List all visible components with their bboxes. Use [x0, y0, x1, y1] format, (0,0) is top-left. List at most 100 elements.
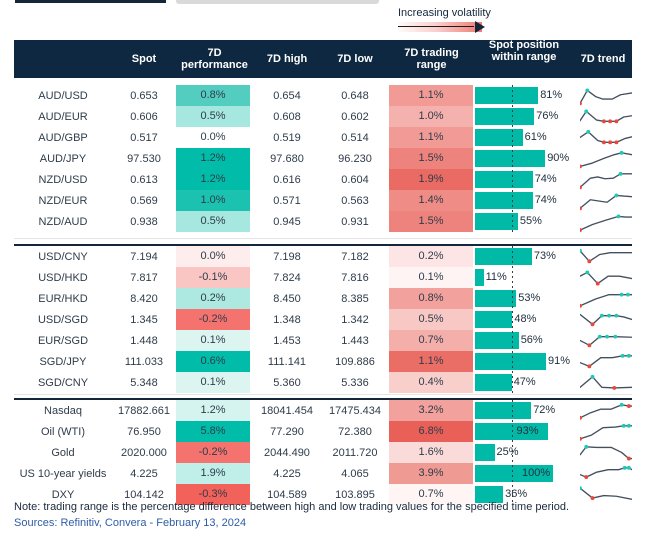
- trend-cell: [574, 247, 632, 267]
- performance-cell: 0.8%: [176, 85, 253, 106]
- spot-position-bar: [475, 465, 553, 482]
- table-header-row: Spot 7D performance 7D high 7D low 7D tradin…: [14, 39, 632, 78]
- spot-position-label: 76%: [536, 110, 559, 122]
- spot-value: 97.530: [127, 152, 161, 165]
- performance-cell: 0.0%: [176, 127, 253, 148]
- trading-range-value: 1.4%: [389, 190, 473, 211]
- spot-position-cell: 11%: [474, 267, 574, 288]
- trend-low-dot: [601, 118, 606, 123]
- spot-value: 1.448: [130, 334, 158, 347]
- spot-value: 5.348: [130, 376, 158, 389]
- column-header-7d-trend: 7D trend: [580, 53, 626, 65]
- trend-low-dot: [626, 456, 631, 461]
- fx-table: Spot 7D performance 7D high 7D low 7D tradin…: [14, 39, 632, 505]
- performance-cell: -0.1%: [176, 267, 253, 288]
- trend-high-dot: [613, 334, 618, 339]
- trading-range-cell: 1.1%: [389, 85, 474, 106]
- trend-sparkline: [580, 423, 632, 441]
- group-divider: [14, 393, 632, 400]
- trend-high-dot: [616, 213, 621, 218]
- low-value: 0.648: [341, 89, 369, 102]
- trading-range-value: 0.5%: [389, 309, 473, 330]
- trend-high-dot: [586, 129, 591, 134]
- high-value: 2044.490: [264, 446, 310, 459]
- low-value: 0.931: [341, 215, 369, 228]
- trend-cell: [574, 401, 632, 421]
- trading-range-cell: 1.4%: [389, 190, 474, 211]
- trend-cell: [574, 352, 632, 372]
- spot-position-bar: [475, 108, 535, 125]
- trend-high-dot: [584, 444, 589, 449]
- performance-value: 1.2%: [176, 148, 250, 169]
- spot-position-cell: 48%: [474, 309, 574, 330]
- column-header-instrument: [14, 40, 112, 78]
- trading-range-value: 6.8%: [389, 421, 473, 442]
- spot-value: 0.517: [130, 131, 158, 144]
- table-row: USD/CNY 7.194 0.0% 7.198 7.182 0.2% 73%: [14, 246, 632, 267]
- low-value: 7.182: [341, 250, 369, 263]
- row-label: USD/SGD: [37, 313, 89, 326]
- trend-low-dot: [626, 403, 631, 408]
- trend-low-dot: [608, 139, 613, 144]
- spot-position-label: 47%: [513, 376, 536, 388]
- trend-sparkline: [580, 129, 632, 144]
- row-label: DXY: [51, 488, 75, 501]
- spot-position-label: 93%: [516, 425, 539, 437]
- trend-low-dot: [587, 363, 592, 368]
- performance-value: -0.2%: [176, 442, 250, 463]
- spot-value: 8.420: [130, 292, 158, 305]
- spot-position-cell: 73%: [474, 246, 574, 267]
- trading-range-value: 1.1%: [389, 351, 473, 372]
- trend-high-dot: [585, 269, 590, 274]
- instrument-group-1: AUD/USD 0.653 0.8% 0.654 0.648 1.1% 81% AUD/EUR…: [14, 85, 632, 232]
- table-row: NZD/USD 0.613 1.2% 0.616 0.604 1.9% 74%: [14, 169, 632, 190]
- trading-range-value: 1.6%: [389, 442, 473, 463]
- low-value: 4.065: [341, 467, 369, 480]
- trend-cell: [574, 128, 632, 148]
- trend-high-dot: [580, 485, 582, 490]
- trend-cell: [574, 107, 632, 127]
- trend-cell: [574, 464, 632, 484]
- trend-sparkline: [580, 269, 632, 286]
- spot-position-label: 25%: [496, 446, 519, 458]
- spot-position-bar: [475, 87, 539, 104]
- spot-position-cell: 76%: [474, 106, 574, 127]
- spot-value: 4.225: [130, 467, 158, 480]
- trend-high-dot: [618, 171, 623, 176]
- spot-position-cell: 93%: [474, 421, 574, 442]
- performance-cell: -0.2%: [176, 309, 253, 330]
- high-value: 0.519: [273, 131, 301, 144]
- performance-value: 0.1%: [176, 330, 250, 351]
- performance-cell: 0.6%: [176, 351, 253, 372]
- high-value: 7.824: [273, 271, 301, 284]
- low-value: 7.816: [341, 271, 369, 284]
- spot-position-cell: 90%: [474, 148, 574, 169]
- trend-sparkline: [580, 213, 632, 232]
- volatility-gradient-arrow-icon: [398, 21, 485, 33]
- performance-cell: 1.2%: [176, 169, 253, 190]
- low-value: 0.563: [341, 194, 369, 207]
- spot-position-cell: 47%: [474, 372, 574, 393]
- trend-high-dot: [625, 292, 630, 297]
- performance-cell: -0.2%: [176, 442, 253, 463]
- high-value: 0.616: [273, 173, 301, 186]
- trend-low-dot: [584, 474, 589, 479]
- performance-value: 0.8%: [176, 85, 250, 106]
- trend-cell: [574, 373, 632, 393]
- low-value: 2011.720: [332, 446, 378, 459]
- spot-position-label: 100%: [522, 467, 551, 479]
- row-label: AUD/USD: [38, 89, 88, 102]
- performance-cell: 1.9%: [176, 463, 253, 484]
- trend-sparkline: [580, 485, 632, 500]
- trading-range-cell: 1.5%: [389, 211, 474, 232]
- spot-value: 111.033: [124, 355, 164, 368]
- high-value: 8.450: [273, 292, 301, 305]
- trend-sparkline: [580, 374, 632, 390]
- trend-cell: [574, 170, 632, 190]
- trend-sparkline: [580, 292, 632, 308]
- table-row: Gold 2020.000 -0.2% 2044.490 2011.720 1.6% 25%: [14, 442, 632, 463]
- trend-low-dot: [580, 184, 582, 189]
- volatility-legend: Increasing volatility: [398, 7, 491, 33]
- trend-high-dot: [607, 313, 612, 318]
